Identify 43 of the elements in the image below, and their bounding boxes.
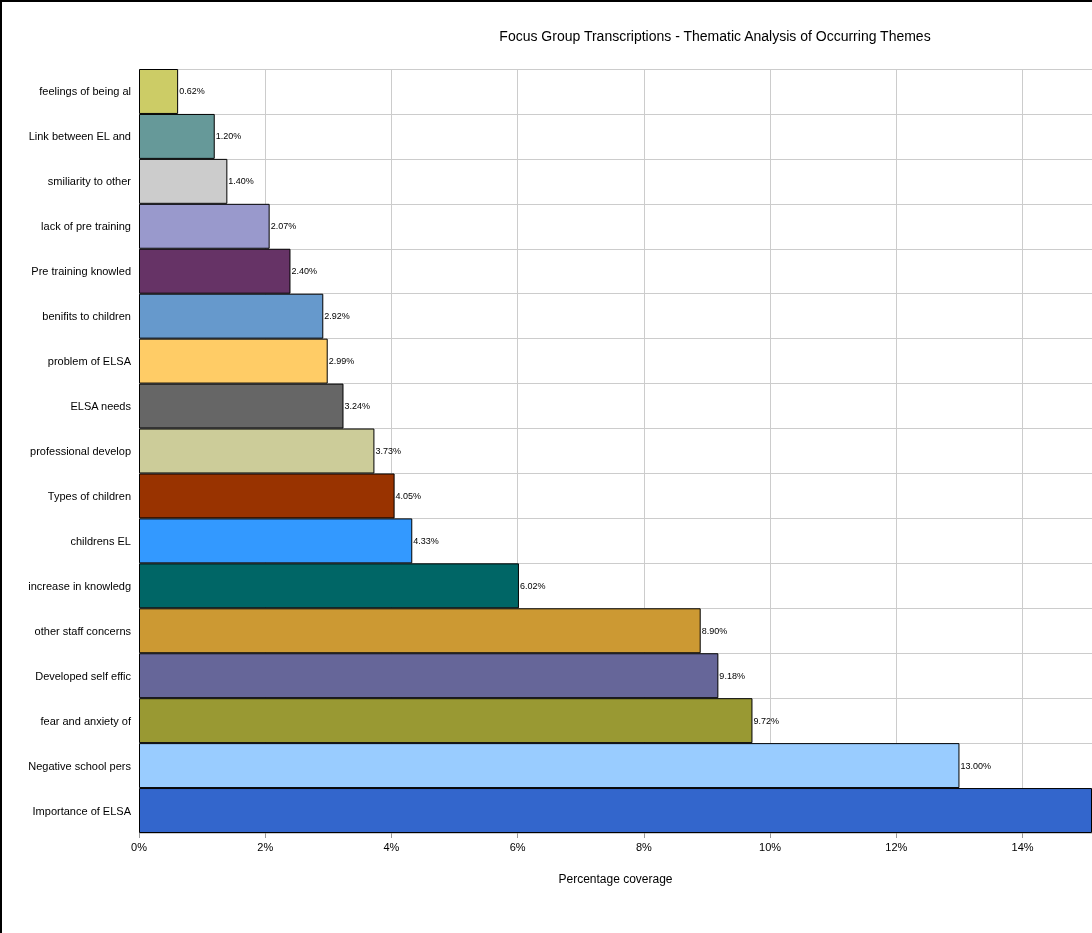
data-label: 9.18% bbox=[719, 670, 745, 681]
x-tick-label: 0% bbox=[131, 840, 148, 853]
x-tick-label: 12% bbox=[885, 840, 908, 853]
x-tick-label: 10% bbox=[759, 840, 782, 853]
x-tick-label: 2% bbox=[257, 840, 274, 853]
data-label: 4.33% bbox=[413, 535, 439, 546]
data-label: 3.24% bbox=[344, 401, 371, 412]
x-axis-title: Percentage coverage bbox=[558, 872, 673, 886]
y-tick-label: Link between EL and bbox=[28, 130, 131, 143]
data-label: 2.92% bbox=[324, 311, 350, 322]
x-tick-label: 8% bbox=[635, 840, 653, 853]
y-tick-label: benifits to children bbox=[42, 310, 131, 323]
y-tick-label: smiliarity to other bbox=[47, 175, 132, 188]
data-label: 4.05% bbox=[395, 490, 422, 501]
y-tick-label: increase in knowledg bbox=[28, 579, 131, 592]
data-label: 2.07% bbox=[270, 221, 297, 232]
data-label: 2.40% bbox=[291, 266, 317, 277]
y-tick-label: Developed self effic bbox=[35, 669, 132, 682]
y-tick-label: fear and anxiety of bbox=[40, 714, 132, 727]
y-tick-label: Pre training knowled bbox=[31, 265, 131, 278]
x-tick-label: 4% bbox=[383, 840, 400, 853]
y-tick-label: ELSA needs bbox=[70, 400, 132, 413]
y-tick-label: professional develop bbox=[30, 445, 131, 457]
y-tick-label: problem of ELSA bbox=[47, 355, 132, 368]
y-tick-label: other staff concerns bbox=[34, 624, 132, 637]
data-label: 3.73% bbox=[375, 446, 401, 456]
data-label: 8.90% bbox=[701, 625, 728, 636]
y-tick-label: lack of pre training bbox=[41, 220, 131, 233]
data-label: 2.99% bbox=[328, 356, 355, 367]
y-tick-label: Negative school pers bbox=[28, 759, 132, 772]
data-label: 1.40% bbox=[228, 176, 254, 187]
data-label: 0.62% bbox=[179, 86, 205, 97]
x-tick-label: 6% bbox=[509, 840, 526, 853]
x-tick-label: 14% bbox=[1011, 840, 1034, 853]
chart-title: Focus Group Transcriptions - Thematic Analysis of Occurring Themes bbox=[499, 28, 931, 44]
y-tick-label: Types of children bbox=[47, 489, 131, 502]
y-tick-label: childrens EL bbox=[70, 534, 131, 547]
data-label: 13.00% bbox=[960, 760, 991, 771]
y-tick-label: feelings of being al bbox=[39, 85, 131, 98]
data-label: 1.20% bbox=[215, 131, 242, 142]
data-label: 6.02% bbox=[519, 580, 546, 591]
data-label: 9.72% bbox=[753, 715, 779, 726]
y-tick-label: Importance of ELSA bbox=[32, 804, 132, 817]
